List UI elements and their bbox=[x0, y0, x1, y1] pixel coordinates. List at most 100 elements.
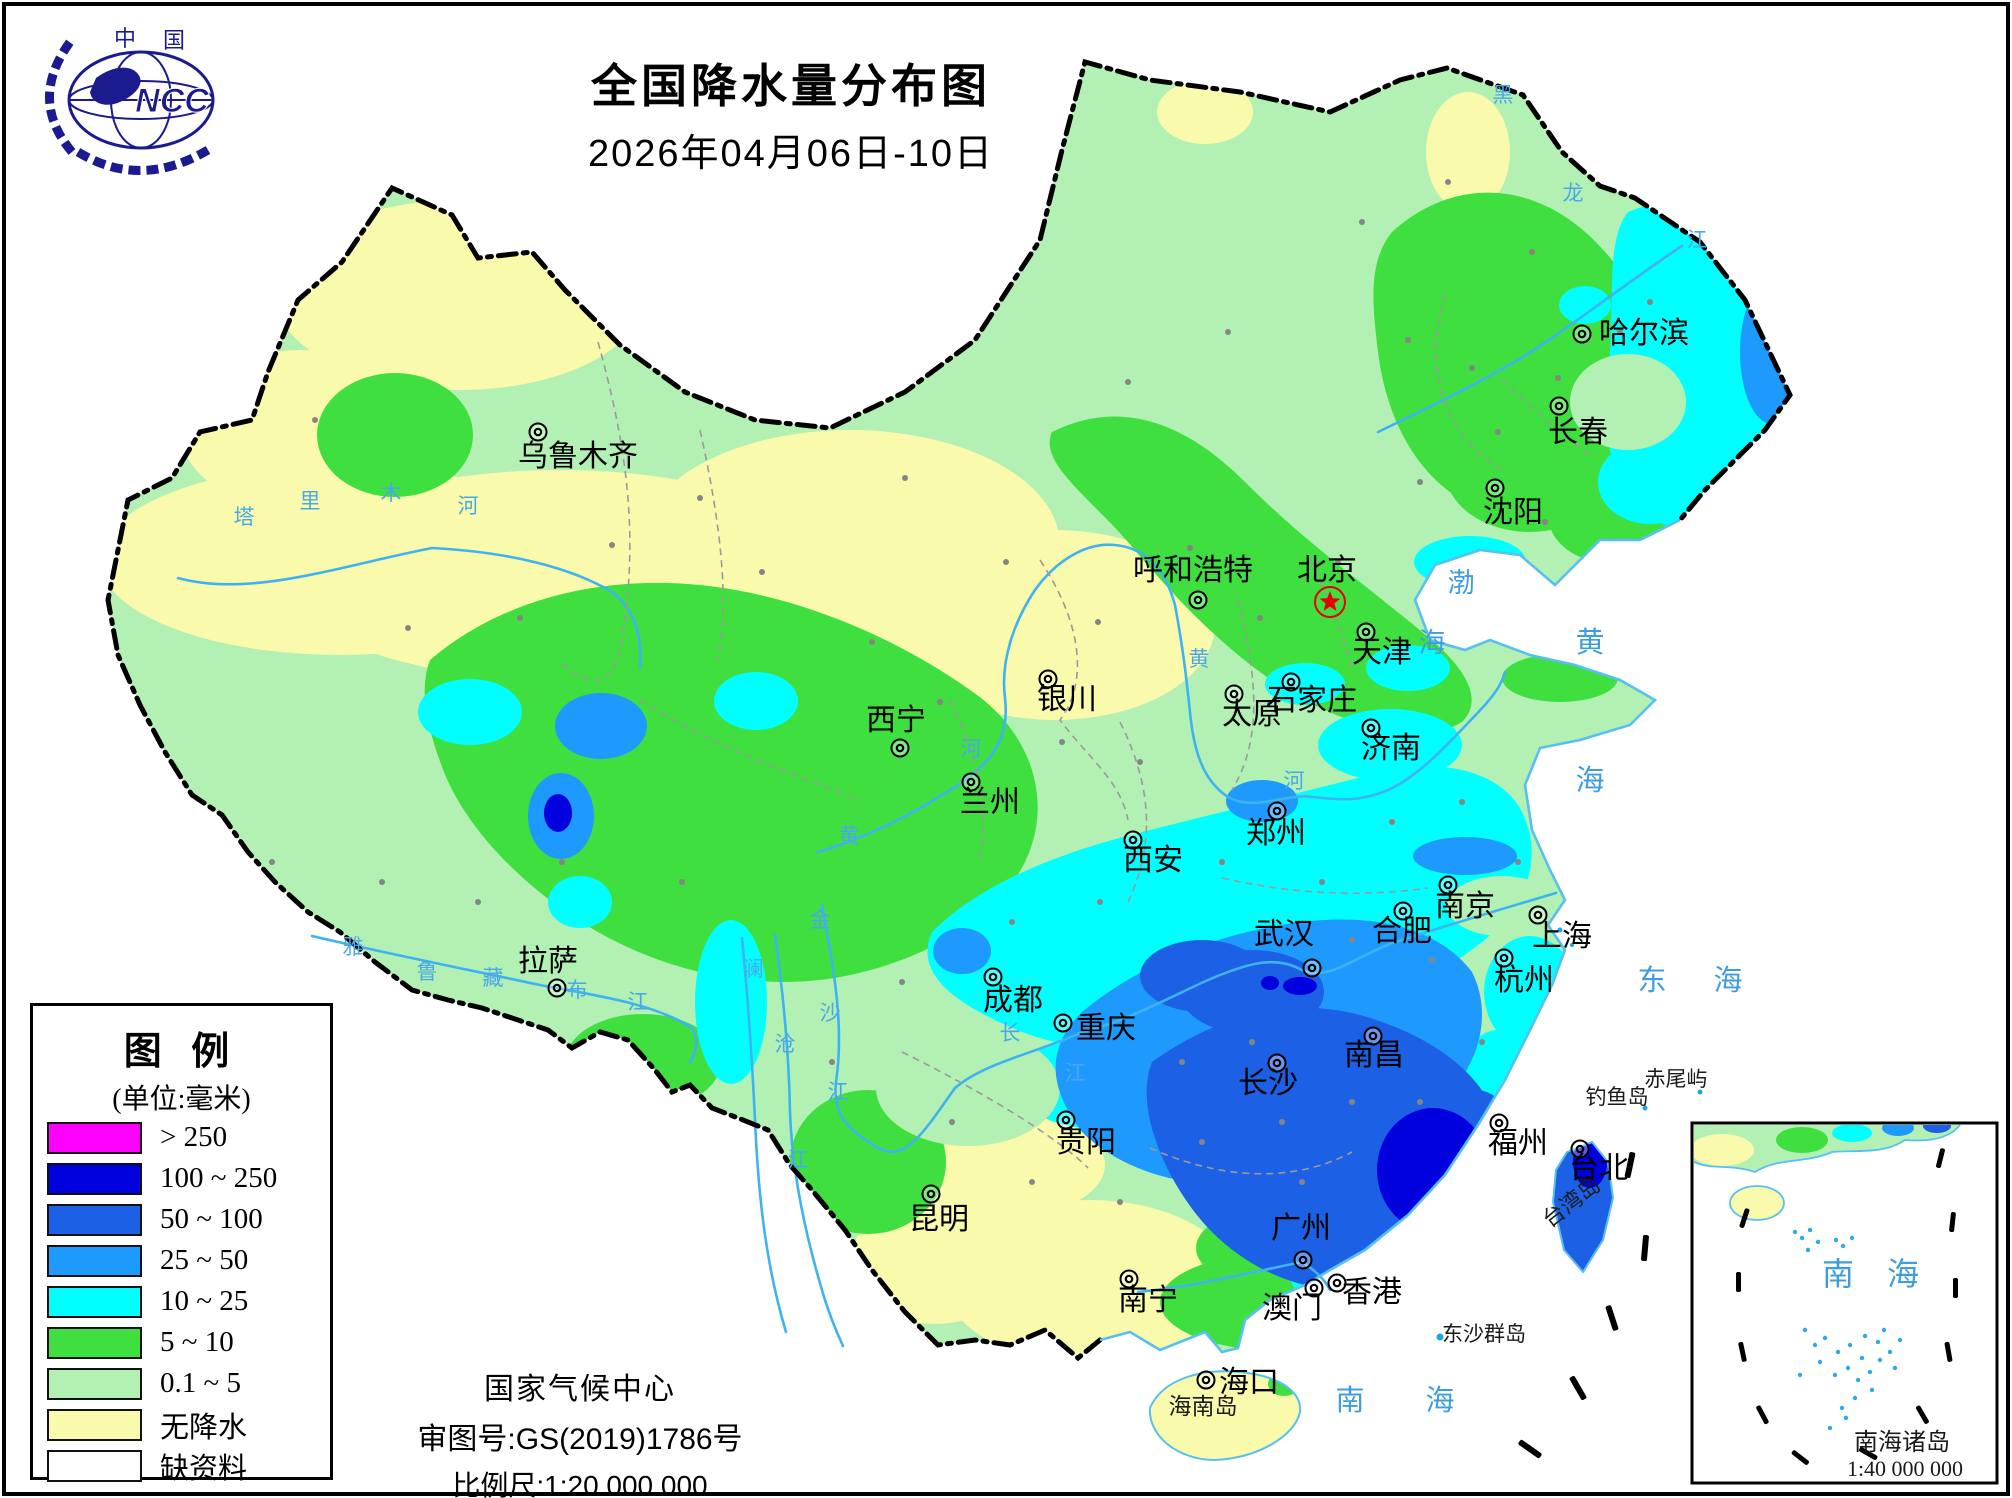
city-label: 天津 bbox=[1352, 636, 1412, 669]
city-marker bbox=[1393, 901, 1413, 921]
inset-island-dot bbox=[1887, 1349, 1893, 1355]
island-label: 赤尾屿 bbox=[1645, 1067, 1708, 1091]
city-marker bbox=[1281, 672, 1301, 692]
city-label: 合肥 bbox=[1372, 915, 1432, 948]
city-label: 石家庄 bbox=[1267, 684, 1357, 717]
river-label: 河 bbox=[458, 494, 479, 518]
page-title: 全国降水量分布图 bbox=[591, 60, 991, 112]
inset-island-dot bbox=[1845, 1365, 1851, 1371]
prefecture-dot bbox=[1279, 1119, 1285, 1125]
agency-name: 国家气候中心 bbox=[484, 1373, 676, 1406]
inset-sea-label: 海 bbox=[1887, 1256, 1919, 1292]
river-label: 长 bbox=[1000, 1021, 1021, 1045]
city-marker bbox=[1123, 830, 1143, 850]
river-label: 黑 bbox=[1493, 83, 1514, 107]
city-marker bbox=[1188, 590, 1208, 610]
prefecture-dot bbox=[1417, 479, 1423, 485]
inset-island-dot bbox=[1802, 1327, 1808, 1333]
city-marker-inner bbox=[1201, 1375, 1211, 1385]
island-label: 钓鱼岛 bbox=[1586, 1085, 1649, 1109]
river-label: 木 bbox=[381, 481, 402, 505]
city-label: 广州 bbox=[1271, 1212, 1331, 1245]
legend-label: 5 ~ 10 bbox=[160, 1326, 234, 1358]
sea-label: 海 bbox=[1425, 1384, 1454, 1417]
zone-5-10 bbox=[317, 192, 1672, 1350]
city-label: 沈阳 bbox=[1483, 496, 1543, 529]
legend-swatch-b5_10 bbox=[47, 1326, 142, 1359]
prefecture-dot bbox=[379, 879, 385, 885]
legend-label: 50 ~ 100 bbox=[160, 1203, 263, 1235]
svg-text:NCC: NCC bbox=[135, 82, 209, 120]
city-label: 南京 bbox=[1435, 890, 1495, 923]
river-label: 里 bbox=[300, 489, 321, 513]
date-range: 2026年04月06日-10日 bbox=[588, 133, 994, 175]
prefecture-dot bbox=[1125, 379, 1131, 385]
city-label: 哈尔滨 bbox=[1599, 317, 1689, 350]
capital-star-icon bbox=[1319, 591, 1341, 611]
sea-label: 海 bbox=[1575, 764, 1604, 797]
river-label: 龙 bbox=[1563, 181, 1584, 205]
river-labels: 塔里 木河黑龙江黄河黄河长江金沙江澜沧江雅鲁藏布江 bbox=[234, 83, 1708, 1172]
city-marker-inner bbox=[1494, 1118, 1504, 1128]
city-marker-inner bbox=[1499, 953, 1509, 963]
city-label: 济南 bbox=[1361, 732, 1421, 765]
inset-island-dot bbox=[1807, 1227, 1813, 1233]
prefecture-dot bbox=[937, 699, 943, 705]
inset-island-dot bbox=[1815, 1239, 1821, 1245]
small-islands bbox=[1436, 927, 1703, 1341]
city-marker-inner bbox=[533, 427, 543, 437]
prefecture-dot bbox=[1555, 375, 1561, 381]
city-marker-inner bbox=[1575, 1144, 1585, 1154]
prefecture-dot bbox=[1405, 337, 1411, 343]
city-marker-inner bbox=[1366, 723, 1376, 733]
inset-island-dot bbox=[1862, 1333, 1868, 1339]
river-label: 沧 bbox=[775, 1032, 796, 1056]
inset-island-dot bbox=[1877, 1357, 1883, 1363]
river-label: 鲁 bbox=[417, 960, 438, 984]
city-marker-inner bbox=[1058, 1018, 1068, 1028]
city-label: 银川 bbox=[1037, 683, 1097, 716]
river-label: 江 bbox=[628, 990, 649, 1014]
river-label: 澜 bbox=[743, 957, 764, 981]
prefecture-dot bbox=[559, 859, 565, 865]
city-marker bbox=[1053, 1013, 1073, 1033]
prefecture-dot bbox=[1349, 937, 1355, 943]
city-marker bbox=[1267, 1053, 1287, 1073]
legend-row: 50 ~ 100 bbox=[47, 1199, 330, 1240]
city-marker bbox=[1267, 801, 1287, 821]
prefecture-dot bbox=[829, 1059, 835, 1065]
city-label: 上海 bbox=[1532, 920, 1592, 953]
city-marker-inner bbox=[966, 777, 976, 787]
city-marker-inner bbox=[1554, 401, 1564, 411]
inset-island-dot bbox=[1867, 1369, 1873, 1375]
city-marker bbox=[1119, 1269, 1139, 1289]
prefecture-dot bbox=[1097, 899, 1103, 905]
legend-swatch-missing bbox=[47, 1449, 142, 1482]
prefecture-dot bbox=[1249, 1039, 1255, 1045]
city-marker bbox=[1485, 478, 1505, 498]
city-marker-inner bbox=[1368, 1031, 1378, 1041]
city-label: 台北 bbox=[1569, 1152, 1629, 1185]
nine-dash-line bbox=[1518, 1152, 1649, 1459]
river-label: 金 bbox=[810, 908, 831, 932]
legend-row: 0.1 ~ 5 bbox=[47, 1363, 330, 1404]
river-label: 河 bbox=[1284, 769, 1305, 793]
legend-swatch-b25_50 bbox=[47, 1244, 142, 1277]
city-marker bbox=[1438, 875, 1458, 895]
city-marker bbox=[1304, 1278, 1324, 1298]
prefecture-dot bbox=[1319, 879, 1325, 885]
legend-row: 无降水 bbox=[47, 1404, 330, 1445]
prefecture-dot bbox=[1617, 329, 1623, 335]
inset-island-dot bbox=[1812, 1342, 1818, 1348]
city-marker bbox=[1056, 1110, 1076, 1130]
city-marker-inner bbox=[1533, 910, 1543, 920]
prefecture-dot bbox=[1117, 1199, 1123, 1205]
city-marker-inner bbox=[1128, 835, 1138, 845]
province-boundaries bbox=[559, 294, 1591, 1175]
city-marker-inner bbox=[1309, 1283, 1319, 1293]
sea-label: 渤 bbox=[1448, 568, 1475, 598]
sea-label: 黄 bbox=[1575, 626, 1604, 659]
city-marker-inner bbox=[988, 972, 998, 982]
city-marker-inner bbox=[895, 743, 905, 753]
